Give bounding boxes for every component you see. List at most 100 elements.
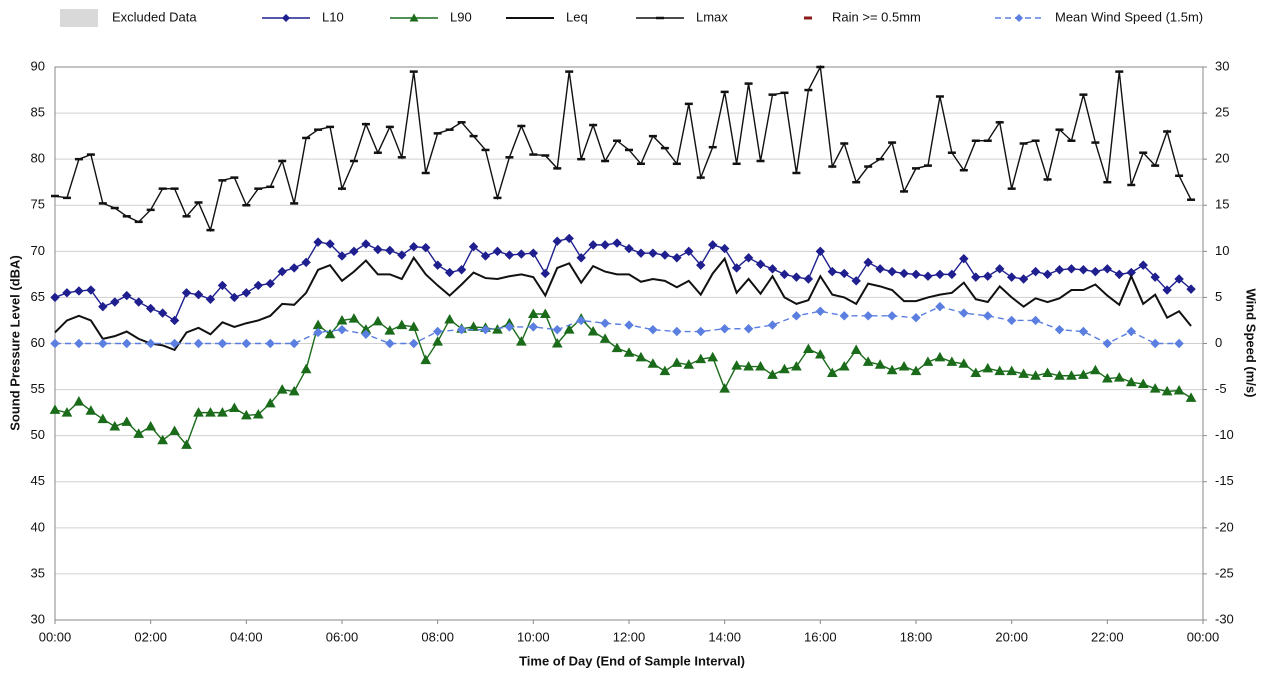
marker — [396, 319, 408, 330]
marker — [1006, 315, 1017, 326]
marker — [397, 250, 407, 260]
legend-label: Leq — [566, 9, 588, 24]
marker — [289, 263, 299, 273]
marker — [157, 434, 168, 445]
x-tick-label: 14:00 — [708, 629, 741, 644]
series-line — [54, 64, 1192, 233]
marker — [361, 329, 371, 339]
x-tick-label: 18:00 — [900, 629, 933, 644]
marker — [624, 320, 634, 330]
marker — [791, 272, 802, 282]
marker — [1090, 266, 1101, 277]
marker — [301, 257, 311, 268]
marker — [169, 315, 180, 326]
marker — [373, 244, 383, 255]
x-tick-label: 12:00 — [613, 629, 646, 644]
y-tick-label: 35 — [31, 565, 45, 580]
marker — [277, 266, 287, 277]
marker — [324, 328, 336, 339]
marker — [767, 320, 778, 330]
marker — [587, 325, 599, 336]
legend-label: Excluded Data — [112, 9, 197, 24]
x-tick-label: 06:00 — [326, 629, 359, 644]
marker — [1150, 272, 1160, 282]
marker — [193, 407, 204, 417]
marker — [611, 342, 623, 353]
y-tick-label: 65 — [31, 289, 45, 304]
marker — [600, 318, 610, 328]
marker — [767, 264, 778, 274]
marker — [205, 294, 216, 304]
marker — [337, 251, 347, 261]
marker — [563, 324, 575, 334]
marker — [241, 288, 252, 298]
x-tick-label: 00:00 — [1187, 629, 1220, 644]
marker — [911, 269, 921, 280]
legend-swatch — [60, 9, 98, 27]
marker — [1030, 315, 1041, 326]
marker — [623, 347, 635, 357]
marker — [432, 260, 443, 270]
marker — [193, 289, 204, 300]
marker — [850, 344, 862, 354]
marker — [971, 272, 981, 282]
marker — [755, 361, 766, 371]
marker — [1162, 285, 1172, 295]
marker — [1078, 265, 1089, 275]
x-tick-label: 04:00 — [230, 629, 263, 644]
marker — [719, 243, 730, 254]
y-tick-label: 80 — [31, 151, 45, 166]
y-tick-label: 90 — [31, 58, 45, 73]
marker — [683, 359, 695, 369]
marker — [660, 250, 670, 260]
marker — [1054, 324, 1065, 335]
marker — [289, 338, 299, 349]
marker — [1090, 364, 1101, 375]
marker — [504, 322, 515, 332]
marker — [408, 321, 420, 331]
y2-tick-label: 20 — [1215, 151, 1229, 166]
marker — [684, 246, 694, 257]
x-tick-label: 08:00 — [421, 629, 454, 644]
marker — [910, 365, 922, 376]
marker — [74, 338, 84, 349]
marker — [409, 338, 419, 349]
marker — [1137, 378, 1149, 389]
marker — [49, 404, 61, 414]
marker — [1066, 370, 1077, 380]
marker — [600, 240, 610, 250]
marker — [970, 367, 982, 377]
series-line — [55, 305, 1180, 345]
y2-tick-label: -5 — [1215, 381, 1227, 396]
marker — [624, 243, 634, 254]
marker — [707, 351, 719, 362]
y2-tick-label: 15 — [1215, 197, 1229, 212]
marker — [708, 240, 718, 250]
marker — [240, 409, 252, 420]
y-tick-label: 50 — [31, 427, 45, 442]
marker — [767, 369, 778, 379]
marker — [1102, 338, 1113, 349]
marker — [887, 311, 897, 321]
marker — [193, 338, 204, 349]
marker — [181, 288, 192, 298]
marker — [898, 361, 910, 371]
marker — [1078, 326, 1089, 337]
marker — [576, 253, 586, 263]
marker — [50, 338, 60, 349]
marker — [552, 236, 562, 246]
marker — [73, 396, 85, 406]
marker — [265, 338, 275, 349]
marker — [1113, 372, 1125, 382]
marker — [982, 362, 994, 373]
marker — [516, 249, 527, 259]
marker — [312, 319, 324, 330]
marker — [959, 308, 969, 318]
y-tick-label: 30 — [31, 611, 45, 626]
marker — [803, 274, 814, 284]
y-tick-label: 75 — [31, 197, 45, 212]
marker — [145, 338, 156, 349]
marker — [827, 266, 837, 277]
marker — [62, 288, 72, 298]
